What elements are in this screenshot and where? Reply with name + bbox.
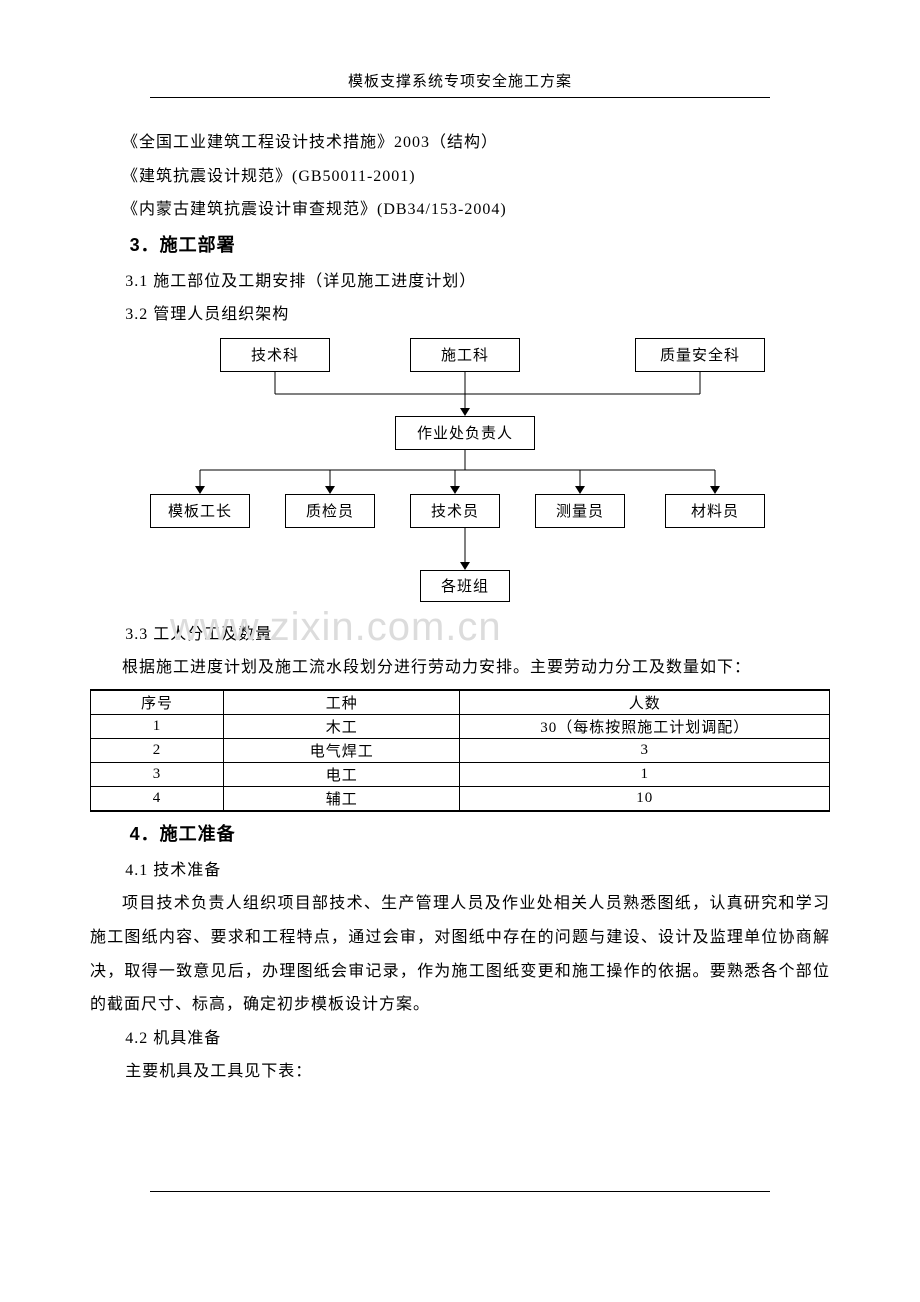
table-row: 2 电气焊工 3 [91,738,830,762]
cell: 3 [460,738,830,762]
cell: 3 [91,762,224,786]
section-3-3: 3.3 工人分工及数量 [125,618,830,652]
org-chart: 技术科 施工科 质量安全科 作业处负责人 模板工长 质检员 技术员 测量员 材料… [90,338,830,608]
org-node-material-clerk: 材料员 [665,494,765,528]
section-4-2: 4.2 机具准备 [125,1022,830,1056]
org-node-surveyor: 测量员 [535,494,625,528]
table-header-row: 序号 工种 人数 [91,690,830,715]
cell: 1 [460,762,830,786]
cell: 30（每栋按照施工计划调配） [460,714,830,738]
section-3-3-body: 根据施工进度计划及施工流水段划分进行劳动力安排。主要劳动力分工及数量如下： [90,651,830,685]
cell: 电气焊工 [224,738,460,762]
org-node-teams: 各班组 [420,570,510,602]
org-node-construction-dept: 施工科 [410,338,520,372]
col-trade: 工种 [224,690,460,715]
org-node-site-manager: 作业处负责人 [395,416,535,450]
org-node-qc-inspector: 质检员 [285,494,375,528]
table-row: 1 木工 30（每栋按照施工计划调配） [91,714,830,738]
section-4-1: 4.1 技术准备 [125,854,830,888]
cell: 2 [91,738,224,762]
col-seq: 序号 [91,690,224,715]
section-4-1-body: 项目技术负责人组织项目部技术、生产管理人员及作业处相关人员熟悉图纸，认真研究和学… [90,887,830,1021]
cell: 4 [91,786,224,811]
ref-line-2: 《建筑抗震设计规范》(GB50011-2001) [90,160,830,194]
cell: 1 [91,714,224,738]
org-node-technician: 技术员 [410,494,500,528]
table-row: 4 辅工 10 [91,786,830,811]
ref-line-1: 《全国工业建筑工程设计技术措施》2003（结构） [90,126,830,160]
col-count: 人数 [460,690,830,715]
section-4-1-paragraph: 项目技术负责人组织项目部技术、生产管理人员及作业处相关人员熟悉图纸，认真研究和学… [90,887,830,1021]
table-row: 3 电工 1 [91,762,830,786]
cell: 电工 [224,762,460,786]
org-node-formwork-foreman: 模板工长 [150,494,250,528]
org-node-tech-dept: 技术科 [220,338,330,372]
cell: 10 [460,786,830,811]
cell: 木工 [224,714,460,738]
section-3-1: 3.1 施工部位及工期安排（详见施工进度计划） [125,265,830,299]
document-page: 模板支撑系统专项安全施工方案 《全国工业建筑工程设计技术措施》2003（结构） … [0,0,920,1149]
cell: 辅工 [224,786,460,811]
org-node-quality-safety-dept: 质量安全科 [635,338,765,372]
footer-rule [150,1191,770,1192]
org-chart-lines [90,338,830,608]
heading-section-3: 3．施工部署 [130,227,830,265]
labor-table: 序号 工种 人数 1 木工 30（每栋按照施工计划调配） 2 电气焊工 3 3 … [90,689,830,812]
ref-line-3: 《内蒙古建筑抗震设计审查规范》(DB34/153-2004) [90,193,830,227]
page-header-title: 模板支撑系统专项安全施工方案 [150,70,770,98]
section-4-2-body: 主要机具及工具见下表： [125,1055,830,1089]
heading-section-4: 4．施工准备 [130,816,830,854]
section-3-2: 3.2 管理人员组织架构 [125,298,830,332]
section-3-3-paragraph: 根据施工进度计划及施工流水段划分进行劳动力安排。主要劳动力分工及数量如下： [90,651,830,685]
